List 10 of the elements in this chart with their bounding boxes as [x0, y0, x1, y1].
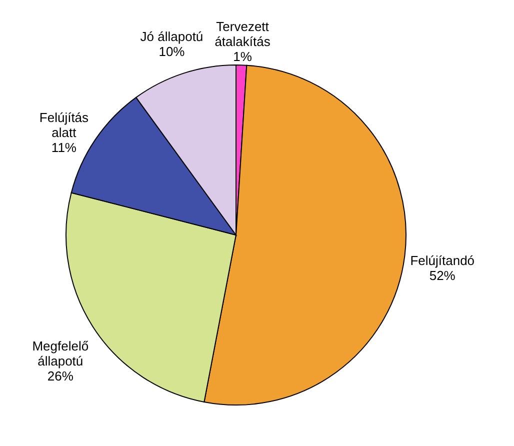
data-label: 1% — [233, 49, 252, 64]
slice-label: Tervezett átalakítás — [214, 19, 271, 50]
data-label: 52% — [429, 268, 456, 284]
data-label: 26% — [47, 368, 74, 384]
data-label: 11% — [51, 140, 77, 156]
slice-label: Felújítás alatt — [39, 110, 90, 140]
slice-label: Jó állapotú — [140, 29, 204, 44]
data-label: 10% — [158, 44, 186, 60]
slice-label: Megfelelő állapotú — [32, 338, 89, 368]
slice-label: Felújítandó — [410, 253, 475, 268]
